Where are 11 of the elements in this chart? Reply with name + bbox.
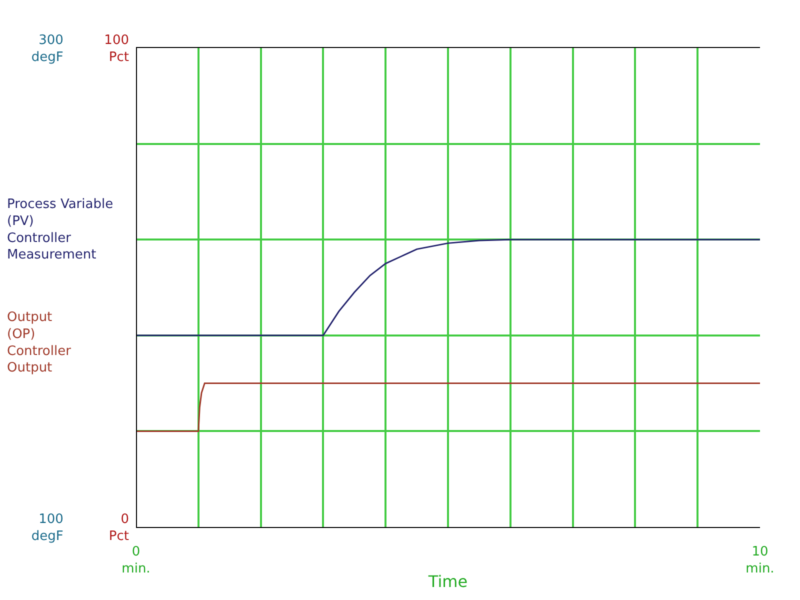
text: Process Variable (PV) Controller Measurement: [7, 197, 114, 263]
x-tick-label: 10 min.: [746, 544, 774, 576]
line-series: [136, 382, 760, 432]
x-tick-label: 0 min.: [122, 544, 150, 576]
y-tick-label: 100 degF: [31, 512, 64, 544]
y2-tick-label: 0 Pct: [108, 512, 129, 544]
text: Output (OP) Controller Output: [7, 310, 72, 376]
x-axis-title: Time: [427, 572, 468, 592]
y-tick-label: 300 degF: [31, 33, 64, 65]
y2-tick-label: 100 Pct: [104, 33, 129, 65]
line-series: [136, 238, 760, 336]
